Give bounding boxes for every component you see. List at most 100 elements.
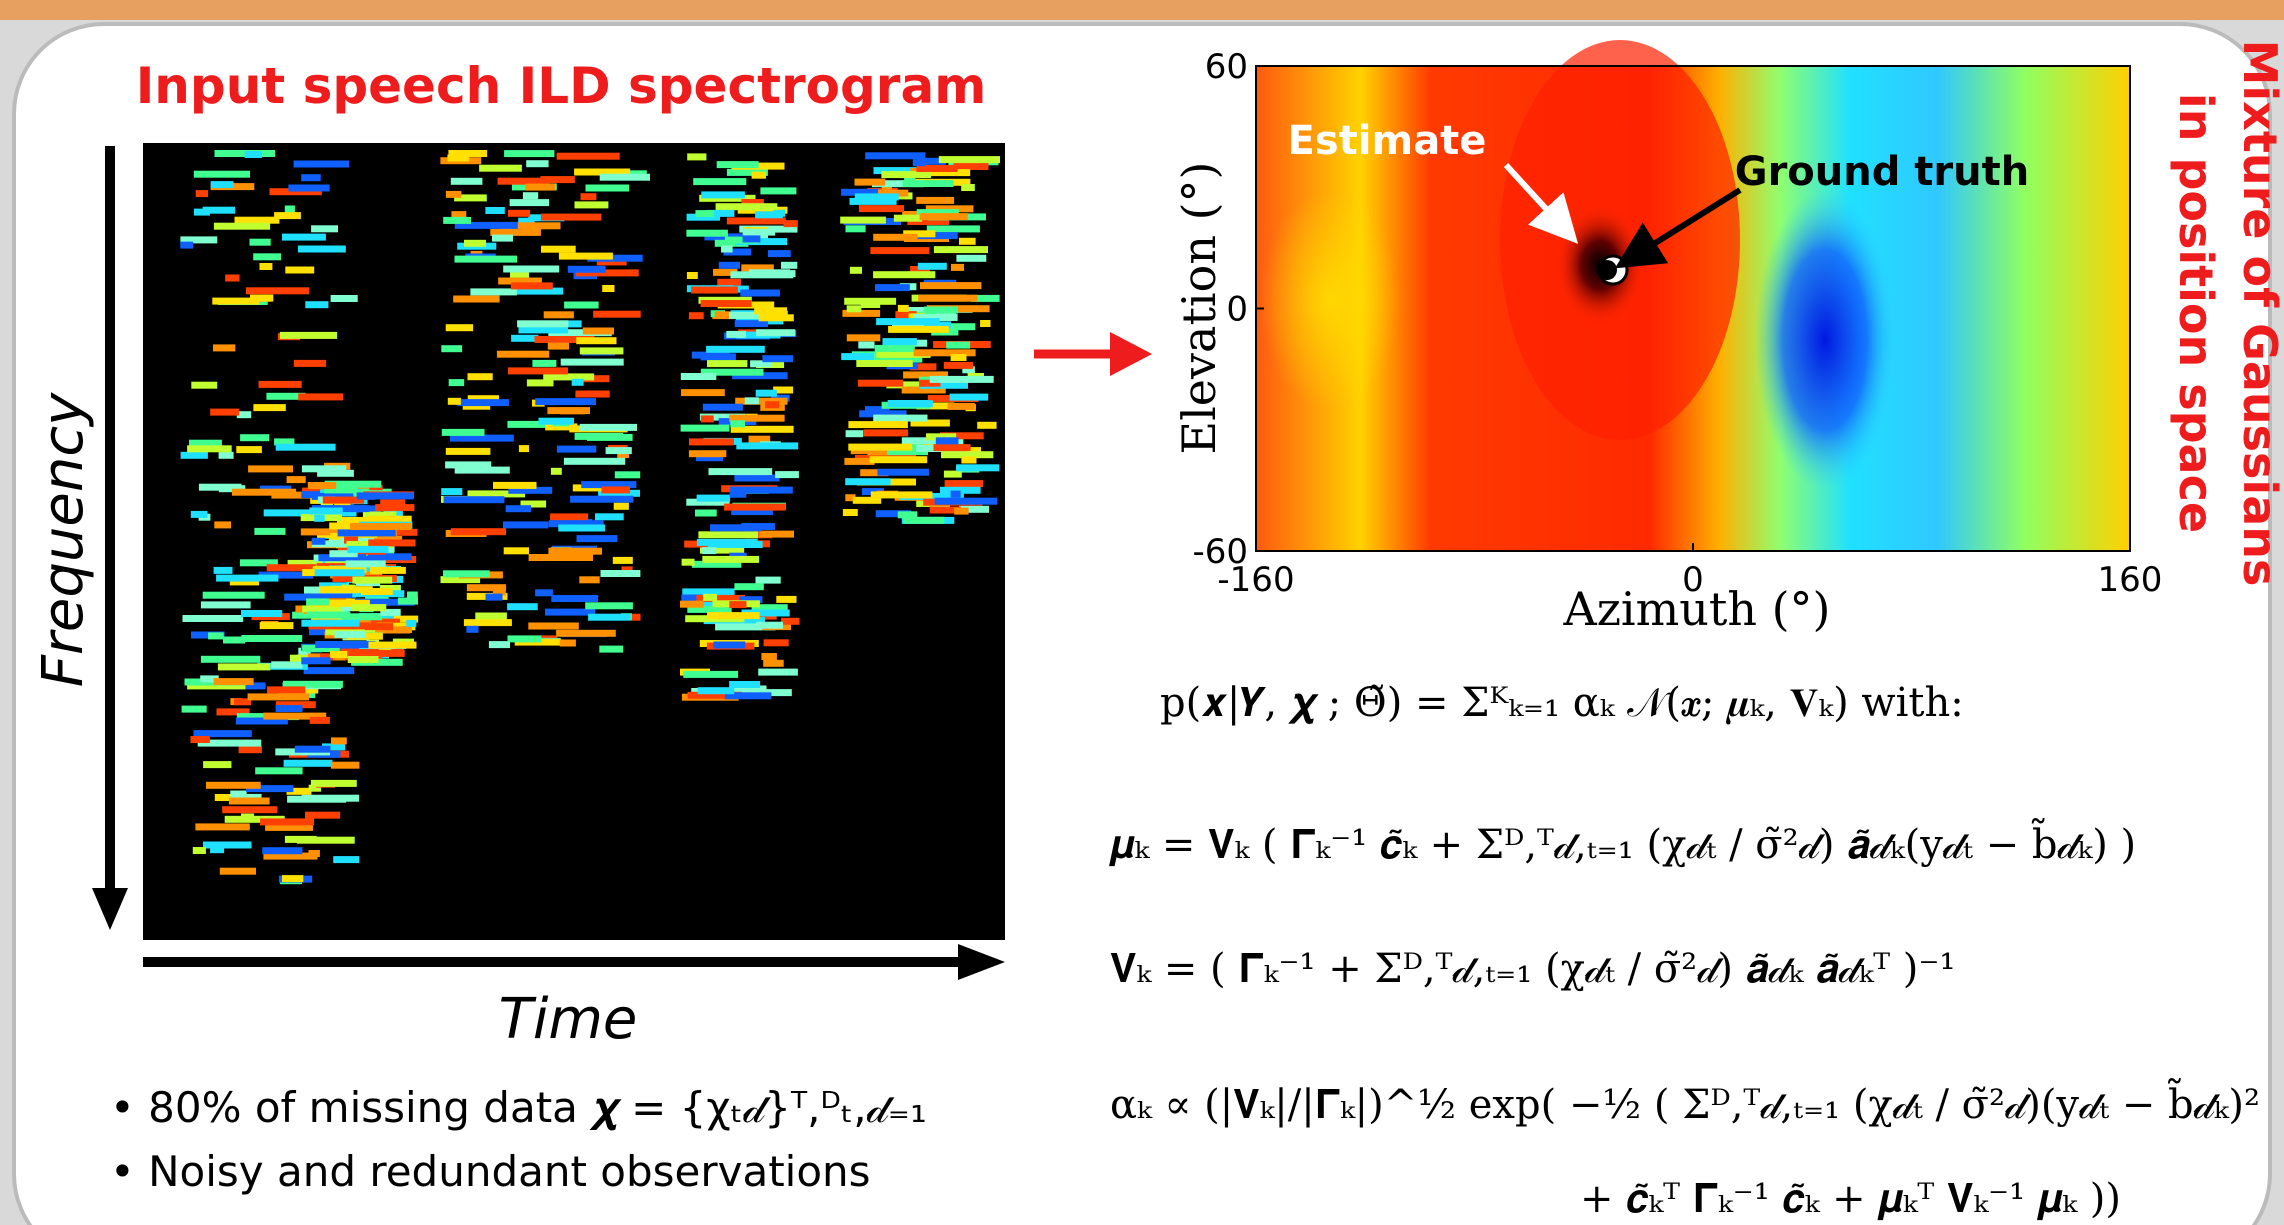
streak: [735, 238, 788, 246]
streak: [279, 331, 338, 339]
streak: [509, 199, 550, 207]
streak: [238, 746, 262, 754]
streak: [860, 469, 889, 477]
streak: [466, 584, 507, 592]
streak: [919, 213, 968, 221]
streak: [526, 379, 554, 387]
streak: [298, 393, 344, 401]
streak: [226, 682, 266, 690]
streak: [582, 327, 614, 335]
streak: [687, 691, 742, 699]
streak: [255, 767, 303, 775]
streak: [254, 527, 286, 535]
streak: [868, 448, 928, 456]
streak: [219, 867, 256, 875]
streak: [445, 447, 491, 455]
streak: [503, 547, 529, 555]
streak: [238, 793, 262, 801]
streak: [925, 205, 974, 213]
streak: [919, 381, 968, 389]
streak: [296, 836, 355, 844]
streak: [450, 528, 506, 536]
streak: [508, 486, 553, 494]
streak: [241, 610, 283, 617]
x-axis-label: Time: [499, 987, 638, 1052]
streak: [324, 480, 382, 488]
streak: [463, 619, 512, 627]
streak: [919, 379, 941, 387]
streak: [330, 295, 358, 302]
streak: [518, 217, 535, 225]
streak: [736, 442, 799, 450]
streak: [849, 197, 897, 205]
streak: [593, 310, 641, 318]
streak: [309, 628, 328, 636]
streak: [602, 285, 615, 292]
streak: [873, 414, 928, 422]
streak: [540, 176, 575, 184]
streak: [934, 497, 998, 505]
streak: [239, 559, 278, 567]
streak: [301, 465, 347, 473]
streak: [234, 216, 280, 224]
streak: [612, 556, 633, 564]
y-axis-label: Frequency: [31, 392, 96, 687]
streak: [330, 651, 348, 658]
streak: [881, 171, 932, 179]
streak: [206, 781, 261, 789]
streak: [579, 423, 637, 431]
streak: [881, 185, 892, 193]
streak: [526, 160, 549, 168]
streak: [873, 271, 936, 279]
streak: [844, 297, 897, 305]
streak: [854, 193, 899, 201]
streak: [596, 258, 627, 266]
streak: [739, 685, 767, 693]
streak: [783, 220, 798, 228]
streak: [548, 520, 604, 528]
streak: [496, 350, 550, 358]
streak: [309, 507, 343, 515]
streak: [454, 194, 487, 202]
frequency-arrowhead: [92, 888, 128, 930]
bullet: • Noisy and redundant observations: [110, 1147, 871, 1196]
streak: [691, 286, 738, 294]
streak: [274, 438, 295, 446]
streak: [723, 248, 751, 256]
streak: [858, 341, 875, 349]
streak: [180, 241, 194, 249]
side-label: in position space: [2169, 93, 2223, 533]
streak: [507, 635, 542, 643]
streak: [258, 380, 302, 388]
streak: [750, 360, 771, 368]
heatmap-blob: [1755, 190, 1895, 490]
streak: [236, 411, 252, 419]
streak: [488, 641, 510, 649]
streak: [354, 598, 415, 606]
streak: [916, 196, 955, 204]
streak: [195, 190, 209, 198]
streak: [706, 209, 735, 217]
streak: [241, 813, 254, 821]
streak: [755, 576, 781, 584]
streak: [314, 569, 365, 577]
streak: [528, 554, 593, 561]
streak: [448, 150, 488, 157]
streak: [441, 345, 463, 353]
streak: [876, 350, 931, 358]
streak: [687, 153, 707, 161]
streak: [305, 811, 341, 819]
streak: [282, 233, 326, 241]
streak: [916, 402, 955, 410]
streak: [940, 486, 981, 494]
streak: [904, 174, 916, 182]
streak: [842, 509, 858, 516]
streak: [286, 787, 312, 795]
x-tick-label: -160: [1217, 560, 1294, 600]
streak: [848, 421, 908, 429]
streak: [706, 345, 765, 353]
streak: [570, 495, 634, 503]
streak: [858, 205, 904, 213]
streak: [695, 210, 714, 218]
streak: [224, 815, 285, 823]
